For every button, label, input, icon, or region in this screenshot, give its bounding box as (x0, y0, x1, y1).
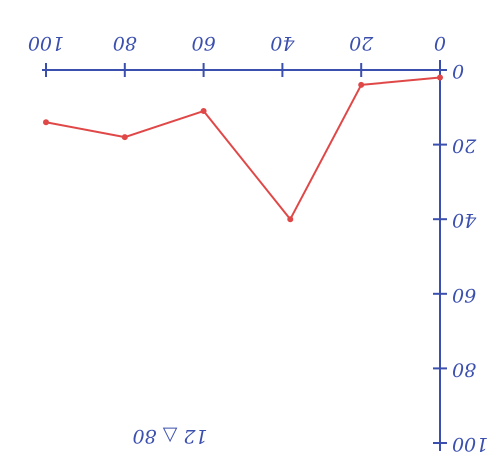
annotation: 12 △ 80 (132, 425, 207, 447)
y-tick-label: 80 (452, 358, 476, 380)
data-point (287, 216, 293, 222)
y-tick-label: 40 (452, 209, 477, 231)
data-point (358, 82, 364, 88)
x-tick-label: 20 (349, 32, 374, 54)
x-tick-label: 100 (28, 32, 64, 54)
page: {"chart_data": {"type": "line", "annotat… (0, 0, 491, 475)
x-tick-label: 60 (192, 32, 216, 54)
chart: 12 △ 80 0 20 40 60 80 100 0 20 40 60 80 100 (0, 0, 491, 475)
data-point (122, 134, 128, 140)
x-tick-label: 80 (113, 32, 137, 54)
y-tick-label: 20 (452, 135, 477, 157)
y-tick-label: 0 (452, 60, 464, 82)
y-tick-label: 100 (452, 433, 488, 455)
x-tick-label: 40 (270, 32, 295, 54)
data-point (201, 108, 207, 114)
x-tick-label: 0 (434, 32, 446, 54)
y-tick-label: 60 (452, 284, 476, 306)
data-line (46, 77, 440, 219)
data-point (43, 119, 49, 125)
data-point (437, 74, 443, 80)
